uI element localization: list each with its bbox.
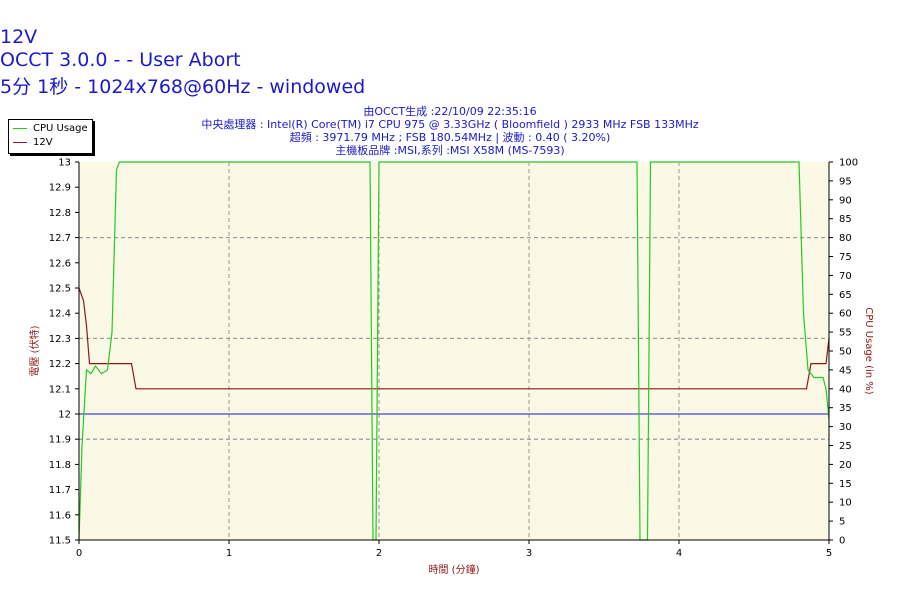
y-right-tick-label: 55 [839,328,852,339]
y-left-tick-label: 12.2 [49,359,71,370]
y-axis-label-left: 電壓 (伏特) [28,325,41,376]
y-left-tick-label: 12.1 [49,384,71,395]
info-motherboard: 主機板品牌 :MSI,系列 :MSI X58M (MS-7593) [335,144,565,157]
x-axis-label: 時間 (分鐘) [429,563,480,576]
y-right-tick-label: 70 [839,271,852,282]
y-right-tick-label: 80 [839,233,852,244]
x-tick-label: 1 [226,548,232,559]
y-right-tick-label: 100 [839,158,858,169]
y-right-tick-label: 50 [839,347,852,358]
y-left-tick-label: 12 [58,410,71,421]
y-right-tick-label: 25 [839,441,852,452]
chart-subtitle-app: OCCT 3.0.0 - - User Abort [0,49,241,71]
legend-swatch-12v [13,141,27,143]
y-right-tick-label: 35 [839,403,852,414]
y-left-tick-label: 12.9 [49,183,71,194]
y-left-tick-label: 11.5 [49,536,71,547]
y-axis-label-right: CPU Usage (in %) [863,307,874,395]
legend-item-12v: 12V [13,137,53,149]
y-left-tick-label: 11.8 [49,460,71,471]
y-left-tick-label: 12.8 [49,208,71,219]
y-right-tick-label: 0 [839,536,845,547]
info-overclock: 超頻 : 3971.79 MHz ; FSB 180.54MHz | 波動 : … [289,131,611,144]
y-left-tick-label: 12.4 [49,309,71,320]
chart-title: 12V [0,26,38,48]
x-tick-label: 4 [676,548,682,559]
y-right-tick-label: 90 [839,195,852,206]
y-left-tick-label: 12.3 [49,334,71,345]
y-right-tick-label: 45 [839,365,852,376]
legend-label-cpu: CPU Usage [33,123,88,134]
legend-swatch-cpu [13,127,27,129]
y-left-tick-label: 13 [58,158,71,169]
y-left-tick-label: 11.9 [49,435,71,446]
x-tick-label: 0 [76,548,82,559]
y-right-tick-label: 20 [839,460,852,471]
y-left-tick-label: 12.7 [49,233,71,244]
y-left-tick-label: 12.5 [49,284,71,295]
y-right-tick-label: 85 [839,214,852,225]
y-left-tick-label: 11.7 [49,485,71,496]
chart-legend: CPU Usage 12V [8,119,93,154]
x-tick-label: 3 [526,548,532,559]
y-left-tick-label: 11.6 [49,510,71,521]
x-tick-label: 5 [826,548,832,559]
y-right-tick-label: 95 [839,176,852,187]
info-generated: 由OCCT生成 :22/10/09 22:35:16 [363,105,537,118]
y-right-tick-label: 75 [839,252,852,263]
y-left-tick-label: 12.6 [49,258,71,269]
legend-label-12v: 12V [33,137,53,148]
y-right-tick-label: 5 [839,517,845,528]
y-right-tick-label: 40 [839,384,852,395]
y-right-tick-label: 60 [839,309,852,320]
chart-subtitle-run: 5分 1秒 - 1024x768@60Hz - windowed [0,76,366,98]
series-line-12v [78,287,830,390]
legend-item-cpu: CPU Usage [13,123,88,135]
x-tick-label: 2 [376,548,382,559]
info-cpu: 中央處理器 : Intel(R) Core(TM) i7 CPU 975 @ 3… [201,118,699,131]
y-right-tick-label: 15 [839,479,852,490]
y-right-tick-label: 65 [839,290,852,301]
y-right-tick-label: 30 [839,422,852,433]
plot-area [79,162,829,540]
y-right-tick-label: 10 [839,498,852,509]
